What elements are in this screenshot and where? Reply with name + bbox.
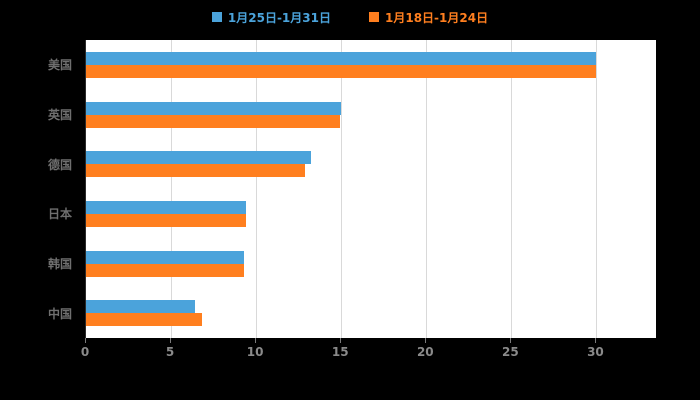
x-tick-label: 0 (80, 345, 90, 359)
bar (86, 250, 245, 264)
x-tick-label: 30 (587, 345, 604, 359)
chart-legend: 1月25日-1月31日 1月18日-1月24日 (0, 6, 700, 28)
bar-group-4 (86, 189, 656, 239)
bar-group-5 (86, 239, 656, 289)
y-axis-label: 英国 (47, 108, 72, 122)
gridline (426, 40, 428, 338)
bar (86, 263, 245, 277)
bar (86, 200, 246, 214)
x-tick-label: 25 (502, 345, 519, 359)
x-tick-label: 5 (165, 345, 175, 359)
x-tick-label: 20 (416, 345, 434, 359)
plot-area (85, 40, 656, 338)
bar-group-3 (86, 139, 656, 189)
y-axis-label: 中国 (47, 306, 72, 321)
x-axis-tick-labels: 0 5 10 15 20 25 30 (81, 345, 655, 361)
bar-group-2 (86, 90, 656, 140)
bar (86, 313, 202, 327)
legend-item-week1[interactable]: 1月18日-1月24日 (369, 9, 488, 26)
legend-label-week1: 1月18日-1月24日 (385, 10, 489, 25)
legend-swatch-blue-icon (211, 12, 222, 22)
gridline (171, 40, 173, 338)
legend-label-week2: 1月25日-1月31日 (227, 10, 331, 25)
tick-mark (340, 338, 342, 343)
gridline (341, 40, 343, 338)
tick-mark (510, 338, 512, 343)
bar (86, 101, 342, 115)
tick-mark (255, 338, 257, 343)
bar-group-6 (86, 288, 656, 338)
tick-mark (595, 338, 597, 343)
bar (86, 300, 195, 314)
y-axis-label: 日本 (47, 207, 72, 222)
x-tick-label: 15 (331, 345, 349, 359)
gridline (256, 40, 258, 338)
y-axis-labels: 美国英国德国日本韩国中国 (0, 40, 79, 338)
bar (86, 64, 597, 78)
legend-swatch-orange-icon (369, 12, 379, 22)
bar (86, 51, 597, 65)
gridline (596, 40, 598, 338)
bar-group-1 (86, 40, 656, 90)
y-axis-label: 德国 (47, 157, 72, 172)
bar-rows (86, 40, 656, 338)
x-axis-tick-marks (85, 338, 655, 344)
tick-mark (170, 338, 172, 343)
x-tick-label: 10 (246, 345, 264, 359)
legend-item-week2[interactable]: 1月25日-1月31日 (211, 9, 331, 26)
y-axis-label: 美国 (47, 58, 72, 73)
bar (86, 164, 306, 178)
bar (86, 151, 311, 165)
tick-mark (85, 338, 86, 343)
y-axis-label: 韩国 (47, 257, 72, 272)
tick-mark (425, 338, 427, 343)
gridline (511, 40, 513, 338)
bar (86, 213, 246, 227)
bar (86, 114, 340, 128)
